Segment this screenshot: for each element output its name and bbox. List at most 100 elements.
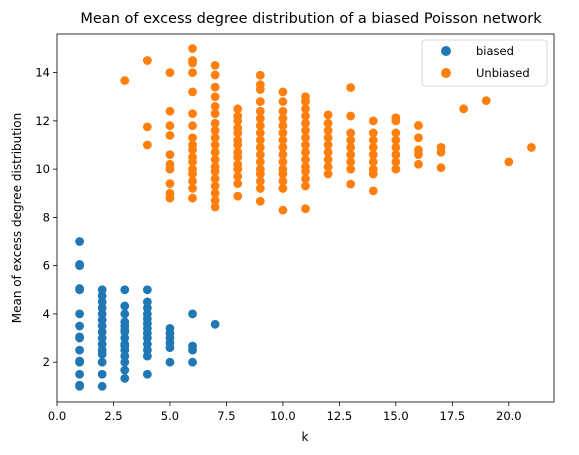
point-unbiased bbox=[346, 129, 355, 138]
point-unbiased bbox=[482, 96, 491, 105]
point-unbiased bbox=[211, 83, 220, 92]
point-unbiased bbox=[233, 192, 242, 201]
point-unbiased bbox=[211, 102, 220, 111]
point-unbiased bbox=[166, 160, 175, 169]
point-biased bbox=[120, 302, 129, 311]
point-unbiased bbox=[391, 129, 400, 138]
point-biased bbox=[188, 358, 197, 367]
x-tick-label: 20.0 bbox=[496, 409, 522, 423]
point-biased bbox=[98, 285, 107, 294]
point-biased bbox=[98, 382, 107, 391]
point-biased bbox=[188, 342, 197, 351]
point-unbiased bbox=[143, 123, 152, 132]
point-unbiased bbox=[324, 119, 333, 128]
point-unbiased bbox=[166, 68, 175, 77]
y-tick-label: 8 bbox=[43, 210, 50, 224]
legend: biased Unbiased bbox=[422, 40, 547, 86]
point-unbiased bbox=[166, 107, 175, 116]
legend-label-biased: biased bbox=[476, 44, 514, 58]
point-unbiased bbox=[346, 112, 355, 121]
point-unbiased bbox=[369, 116, 378, 125]
y-tick-label: 12 bbox=[35, 114, 50, 128]
point-biased bbox=[98, 358, 107, 367]
point-unbiased bbox=[166, 150, 175, 159]
x-tick-label: 10.0 bbox=[270, 409, 296, 423]
x-tick-label: 5.0 bbox=[161, 409, 179, 423]
point-biased bbox=[75, 310, 84, 319]
point-unbiased bbox=[166, 131, 175, 140]
x-tick-label: 15.0 bbox=[383, 409, 409, 423]
point-unbiased bbox=[188, 68, 197, 77]
point-unbiased bbox=[346, 180, 355, 189]
point-biased bbox=[166, 358, 175, 367]
point-unbiased bbox=[188, 44, 197, 53]
point-unbiased bbox=[188, 109, 197, 118]
point-biased bbox=[75, 237, 84, 246]
point-biased bbox=[75, 381, 84, 390]
point-biased bbox=[75, 260, 84, 269]
y-tick-label: 4 bbox=[43, 307, 50, 321]
point-unbiased bbox=[211, 119, 220, 128]
legend-label-unbiased: Unbiased bbox=[476, 66, 530, 80]
point-unbiased bbox=[211, 92, 220, 101]
point-unbiased bbox=[504, 158, 513, 167]
point-biased bbox=[143, 297, 152, 306]
point-unbiased bbox=[188, 56, 197, 65]
point-biased bbox=[75, 370, 84, 379]
x-tick-label: 12.5 bbox=[327, 409, 353, 423]
point-unbiased bbox=[188, 194, 197, 203]
point-unbiased bbox=[143, 56, 152, 65]
y-tick-label: 14 bbox=[35, 66, 50, 80]
point-unbiased bbox=[188, 121, 197, 130]
point-biased bbox=[120, 285, 129, 294]
chart-title: Mean of excess degree distribution of a … bbox=[80, 11, 542, 27]
point-unbiased bbox=[437, 163, 446, 172]
point-unbiased bbox=[391, 113, 400, 122]
x-tick-label: 17.5 bbox=[440, 409, 466, 423]
legend-marker-biased bbox=[441, 46, 451, 56]
y-tick-label: 6 bbox=[43, 259, 50, 273]
point-unbiased bbox=[143, 141, 152, 150]
point-biased bbox=[120, 317, 129, 326]
y-tick-label: 2 bbox=[43, 355, 50, 369]
point-unbiased bbox=[256, 80, 265, 89]
point-biased bbox=[75, 322, 84, 331]
point-biased bbox=[98, 370, 107, 379]
point-unbiased bbox=[166, 179, 175, 188]
x-tick-label: 0.0 bbox=[48, 409, 66, 423]
point-biased bbox=[75, 332, 84, 341]
point-unbiased bbox=[414, 121, 423, 130]
point-unbiased bbox=[188, 133, 197, 142]
point-biased bbox=[211, 320, 220, 329]
point-biased bbox=[75, 284, 84, 293]
point-unbiased bbox=[527, 143, 536, 152]
legend-marker-unbiased bbox=[441, 68, 451, 78]
x-axis-label: k bbox=[302, 430, 309, 444]
point-unbiased bbox=[166, 121, 175, 130]
point-unbiased bbox=[369, 129, 378, 138]
point-biased bbox=[166, 324, 175, 333]
point-biased bbox=[120, 366, 129, 375]
point-unbiased bbox=[166, 189, 175, 198]
point-unbiased bbox=[188, 88, 197, 97]
point-biased bbox=[143, 370, 152, 379]
point-biased bbox=[120, 374, 129, 383]
point-unbiased bbox=[279, 88, 288, 97]
y-axis-label: Mean of excess degree distribution bbox=[10, 113, 24, 324]
point-unbiased bbox=[301, 92, 310, 101]
x-tick-label: 7.5 bbox=[217, 409, 235, 423]
point-unbiased bbox=[256, 97, 265, 106]
point-unbiased bbox=[256, 71, 265, 80]
y-tick-label: 10 bbox=[35, 162, 50, 176]
point-unbiased bbox=[459, 104, 468, 113]
point-biased bbox=[143, 285, 152, 294]
point-unbiased bbox=[301, 204, 310, 213]
point-unbiased bbox=[120, 76, 129, 85]
point-unbiased bbox=[279, 206, 288, 215]
point-unbiased bbox=[279, 107, 288, 116]
point-biased bbox=[75, 357, 84, 366]
point-unbiased bbox=[414, 145, 423, 154]
point-unbiased bbox=[211, 71, 220, 80]
point-unbiased bbox=[324, 110, 333, 119]
